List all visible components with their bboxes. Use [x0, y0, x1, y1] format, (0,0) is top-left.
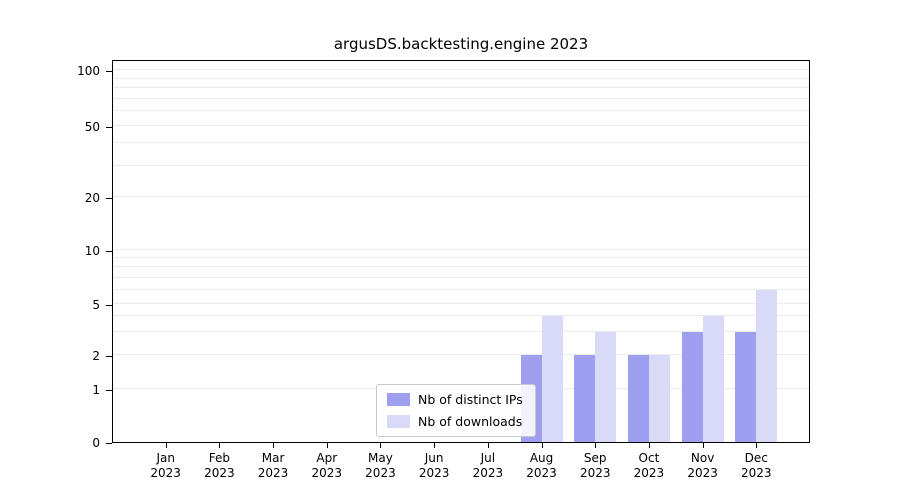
legend-swatch-distinct-ips [387, 393, 410, 406]
y-tick-mark [106, 127, 112, 128]
gridline [113, 196, 809, 197]
x-tick-mark [380, 443, 382, 448]
gridline [113, 69, 809, 70]
legend-label-downloads: Nb of downloads [418, 414, 523, 429]
legend-item-distinct-ips: Nb of distinct IPs [387, 392, 523, 407]
y-tick-mark [106, 390, 112, 391]
x-tick-label: Aug 2023 [526, 451, 557, 480]
y-tick-mark [106, 443, 112, 444]
gridline [113, 276, 809, 278]
x-tick-mark [165, 443, 167, 448]
x-tick-mark [219, 443, 221, 448]
gridline [113, 249, 809, 250]
plot-area: Nb of distinct IPs Nb of downloads [112, 60, 810, 443]
gridline [113, 97, 809, 99]
bar-distinct-ips [574, 355, 596, 442]
x-tick-label: Jul 2023 [472, 451, 504, 480]
gridline [113, 142, 809, 144]
y-tick-mark [106, 356, 112, 357]
x-tick-label: Jun 2023 [418, 451, 450, 480]
x-tick-mark [648, 443, 650, 448]
y-tick-label: 2 [92, 349, 100, 363]
gridline [113, 303, 809, 304]
gridline [113, 288, 809, 290]
legend-swatch-downloads [387, 415, 410, 428]
chart-title: argusDS.backtesting.engine 2023 [333, 35, 589, 53]
y-tick-mark [106, 71, 112, 72]
x-tick-label: Apr 2023 [311, 451, 343, 480]
gridline [113, 164, 809, 166]
x-tick-label: Dec 2023 [741, 451, 772, 480]
y-tick-mark [106, 198, 112, 199]
bar-downloads [541, 316, 563, 442]
legend-item-downloads: Nb of downloads [387, 414, 523, 429]
x-tick-label: Jan 2023 [150, 451, 181, 480]
gridline [113, 266, 809, 268]
bar-downloads [595, 332, 617, 442]
y-tick-label: 10 [84, 244, 100, 258]
gridline [113, 110, 809, 112]
gridline [113, 77, 809, 79]
x-tick-label: May 2023 [365, 451, 396, 480]
x-tick-mark [273, 443, 275, 448]
y-tick-label: 50 [84, 120, 100, 134]
bar-distinct-ips [627, 355, 649, 442]
gridline [113, 125, 809, 126]
x-tick-mark [595, 443, 597, 448]
x-tick-mark [326, 443, 328, 448]
y-tick-label: 100 [77, 64, 100, 78]
gridline [113, 87, 809, 89]
legend: Nb of distinct IPs Nb of downloads [376, 384, 536, 437]
bar-downloads [756, 289, 778, 442]
y-tick-label: 1 [92, 383, 100, 397]
x-tick-label: Sep 2023 [579, 451, 611, 480]
gridline [113, 257, 809, 259]
y-tick-label: 20 [84, 191, 100, 205]
bar-downloads [648, 355, 670, 442]
bar-distinct-ips [681, 332, 703, 442]
x-tick-label: Mar 2023 [257, 451, 289, 480]
gridline [113, 331, 809, 333]
y-tick-mark [106, 305, 112, 306]
x-tick-mark [702, 443, 704, 448]
bar-downloads [702, 316, 724, 442]
legend-label-distinct-ips: Nb of distinct IPs [418, 392, 523, 407]
x-tick-mark [541, 443, 543, 448]
bar-distinct-ips [735, 332, 757, 442]
x-tick-mark [487, 443, 489, 448]
x-tick-label: Feb 2023 [204, 451, 235, 480]
x-tick-mark [434, 443, 436, 448]
gridline [113, 354, 809, 355]
y-tick-label: 0 [92, 436, 100, 450]
x-tick-label: Oct 2023 [633, 451, 665, 480]
y-tick-label: 5 [92, 298, 100, 312]
y-tick-mark [106, 251, 112, 252]
gridline [113, 315, 809, 317]
x-tick-mark [756, 443, 758, 448]
x-tick-label: Nov 2023 [687, 451, 718, 480]
